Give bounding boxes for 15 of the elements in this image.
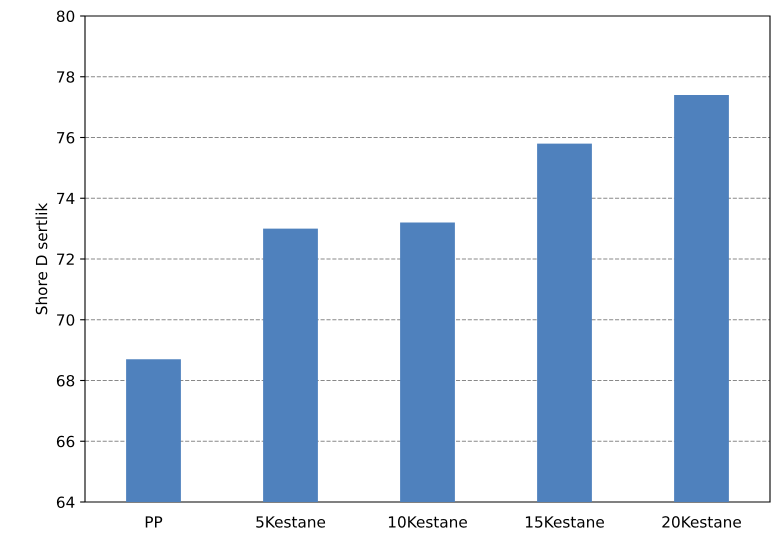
y-tick-label: 78 — [57, 71, 74, 83]
y-tick-label: 80 — [56, 10, 74, 22]
y-tick-label: 76 — [57, 132, 74, 144]
x-tick-label: PP — [146, 516, 162, 528]
x-tick-label: 5Kestane — [256, 516, 326, 528]
y-tick-label: 70 — [57, 314, 74, 326]
y-tick-label: 64 — [56, 496, 74, 508]
y-tick-label: 74 — [57, 192, 74, 204]
x-tick-label: 20Kestane — [662, 516, 741, 528]
x-tick-label: 10Kestane — [388, 516, 467, 528]
y-tick-label: 72 — [57, 253, 74, 265]
y-axis-title: Shore D sertlik — [35, 202, 48, 314]
y-tick-label: 68 — [56, 374, 74, 387]
y-tick-label: 66 — [56, 436, 74, 448]
x-tick-label: 15Kestane — [526, 516, 604, 528]
